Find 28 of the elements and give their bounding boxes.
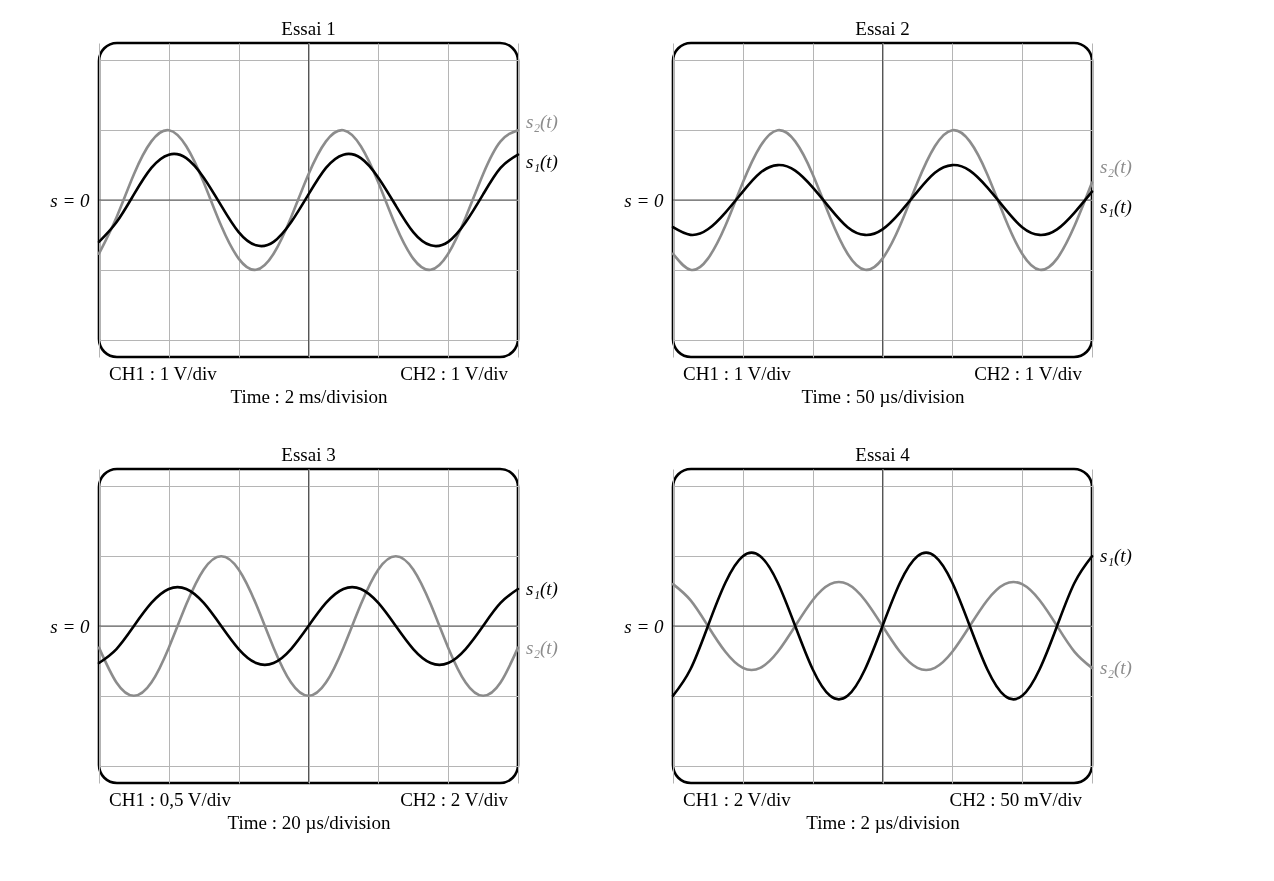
chart-title: Essai 4 — [855, 443, 911, 465]
series-label: s₁(t) — [526, 151, 558, 174]
series-label: s₁(t) — [1100, 196, 1132, 219]
x-axis-title: Time : 50 µs/division — [801, 385, 965, 407]
x-axis-title: Time : 2 µs/division — [806, 811, 961, 833]
series-label: s₁(t) — [1100, 545, 1132, 568]
series-label: s₂(t) — [526, 111, 558, 134]
series-label: s₂(t) — [1100, 656, 1132, 679]
x-axis-title: Time : 20 µs/division — [227, 811, 391, 833]
chart-title: Essai 2 — [855, 17, 910, 39]
text: CH1 : 2 V/div — [683, 789, 792, 810]
text: CH1 : 1 V/div — [683, 363, 792, 384]
y-axis-title: s = 0 — [50, 189, 90, 211]
y-axis-title: s = 0 — [624, 189, 664, 211]
chart-title: Essai 3 — [281, 443, 336, 465]
text: CH2 : 1 V/div — [974, 363, 1083, 384]
y-axis-title: s = 0 — [50, 615, 90, 637]
series-label: s₂(t) — [1100, 156, 1132, 179]
x-axis-title: Time : 2 ms/division — [230, 385, 389, 407]
text: CH2 : 2 V/div — [400, 789, 509, 810]
chart-title: Essai 1 — [281, 17, 336, 39]
text: CH1 : 0,5 V/div — [109, 789, 232, 810]
text: CH2 : 1 V/div — [400, 363, 509, 384]
y-axis-title: s = 0 — [624, 615, 664, 637]
series-label: s₂(t) — [526, 636, 558, 659]
series-label: s₁(t) — [526, 578, 558, 601]
text: CH1 : 1 V/div — [109, 363, 218, 384]
text: CH2 : 50 mV/div — [949, 789, 1083, 810]
